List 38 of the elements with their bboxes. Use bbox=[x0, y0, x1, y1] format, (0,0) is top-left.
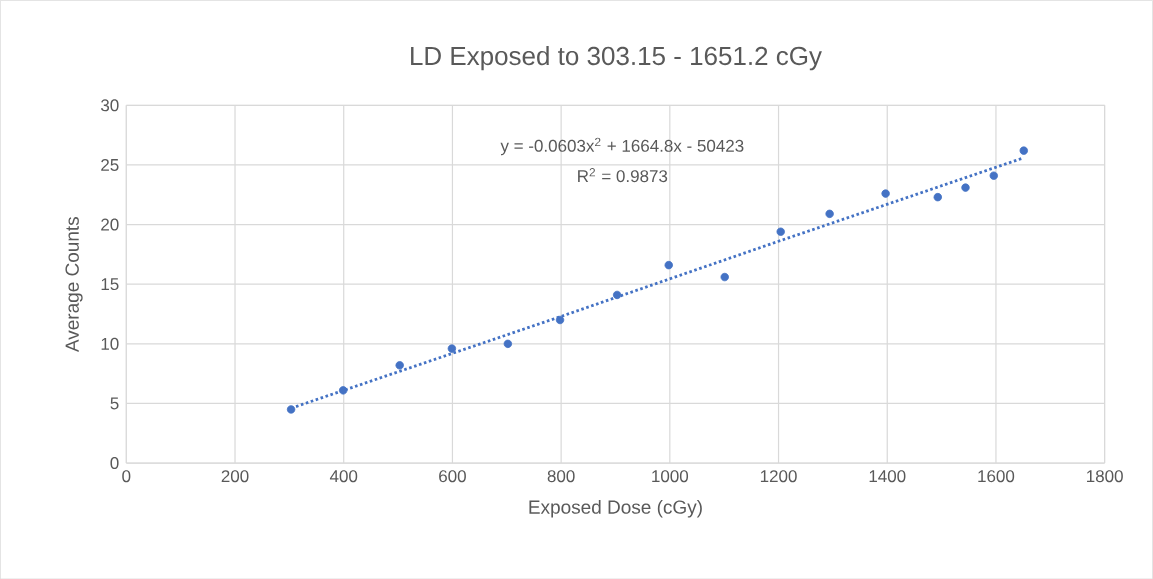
x-tick-label: 600 bbox=[439, 469, 466, 482]
point bbox=[776, 227, 785, 236]
point bbox=[989, 171, 998, 180]
point bbox=[612, 290, 622, 299]
point bbox=[664, 260, 673, 270]
x-tick-label: 1200 bbox=[760, 469, 797, 482]
point bbox=[447, 344, 457, 353]
y-axis-title: Average Counts bbox=[65, 216, 83, 352]
point bbox=[338, 385, 348, 395]
annotation: R$^{2}$ = 0.9873 bbox=[578, 167, 668, 182]
chart-title: LD Exposed to 303.15 - 1651.2 cGy bbox=[411, 45, 822, 71]
x-tick-label: 200 bbox=[221, 469, 249, 482]
point bbox=[881, 189, 890, 198]
point bbox=[395, 360, 404, 370]
point bbox=[503, 339, 513, 348]
point bbox=[825, 209, 834, 218]
y-tick-label: 10 bbox=[101, 337, 119, 350]
annotation: y = -0.0603x$^{2}$ + 1664.8x - 50423 bbox=[500, 137, 744, 155]
y-tick-label: 20 bbox=[101, 218, 119, 231]
y-tick-label: 30 bbox=[101, 99, 119, 112]
point bbox=[933, 192, 942, 202]
y-tick-label: 15 bbox=[101, 278, 119, 290]
x-tick-label: 1800 bbox=[1087, 469, 1123, 482]
x-tick-label: 1600 bbox=[978, 469, 1015, 482]
y-tick-label: 0 bbox=[110, 456, 119, 469]
x-axis-title: Exposed Dose (cGy) bbox=[529, 499, 702, 518]
x-tick-label: 800 bbox=[547, 469, 575, 482]
point bbox=[720, 272, 729, 282]
y-tick-label: 5 bbox=[110, 397, 119, 410]
x-tick-label: 400 bbox=[329, 469, 358, 482]
x-tick-label: 1400 bbox=[869, 469, 906, 482]
y-tick-label: 25 bbox=[101, 158, 119, 171]
point bbox=[961, 183, 970, 192]
x-tick-label: 0 bbox=[122, 469, 131, 482]
point bbox=[1019, 146, 1028, 155]
point bbox=[555, 315, 565, 324]
x-tick-label: 1000 bbox=[652, 469, 689, 482]
point bbox=[286, 405, 296, 414]
